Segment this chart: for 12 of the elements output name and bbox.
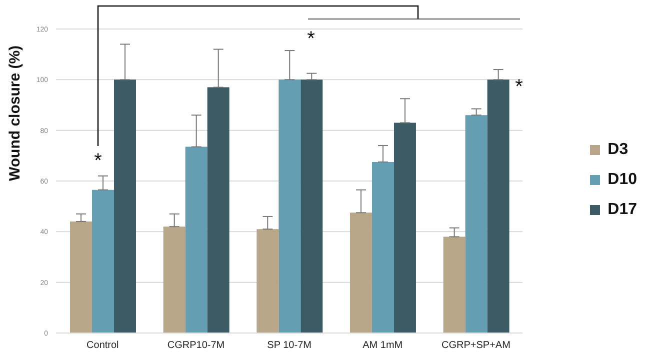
legend-label: D17 <box>606 200 637 220</box>
x-tick-label: AM 1mM <box>362 340 403 352</box>
x-tick-label: CGRP+SP+AM <box>442 340 510 352</box>
x-tick-label: SP 10-7M <box>267 340 312 352</box>
x-tick-label: Control <box>86 340 119 352</box>
annotation: * <box>94 150 102 172</box>
y-axis-title: Wound closure (%) <box>6 45 24 181</box>
legend-label: D3 <box>606 140 630 160</box>
annotation: * <box>515 76 524 98</box>
annotation: * <box>307 28 316 50</box>
x-tick-label: CGRP10-7M <box>167 340 225 352</box>
legend-label: D10 <box>606 170 637 190</box>
